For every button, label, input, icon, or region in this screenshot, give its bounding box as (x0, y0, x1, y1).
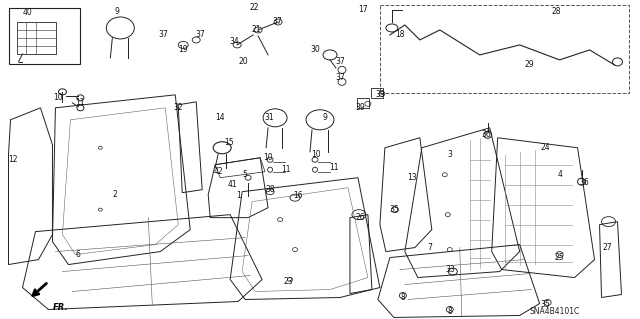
Text: 32: 32 (173, 103, 183, 112)
Text: 23: 23 (284, 277, 293, 286)
Text: 8: 8 (401, 293, 405, 302)
Text: 7: 7 (428, 243, 432, 252)
Text: 35: 35 (389, 205, 399, 214)
Text: 8: 8 (447, 307, 452, 316)
Text: 18: 18 (395, 30, 404, 40)
Text: 10: 10 (263, 153, 273, 162)
Text: 37: 37 (335, 57, 345, 66)
Text: 34: 34 (229, 37, 239, 47)
Text: 10: 10 (54, 93, 63, 102)
Text: 4: 4 (557, 170, 562, 179)
Text: 37: 37 (195, 30, 205, 40)
Text: 1: 1 (236, 191, 241, 200)
Text: 17: 17 (358, 5, 368, 14)
Text: 3: 3 (447, 150, 452, 159)
Bar (8, 8, 81, 64)
Text: 31: 31 (264, 113, 274, 122)
Text: 40: 40 (22, 9, 33, 18)
Text: 39: 39 (355, 103, 365, 112)
Text: 2: 2 (113, 190, 118, 199)
Text: 14: 14 (215, 113, 225, 122)
Text: 35: 35 (541, 300, 550, 309)
Text: 24: 24 (541, 143, 550, 152)
Text: 9: 9 (115, 7, 120, 17)
Text: 19: 19 (179, 45, 188, 55)
Text: 9: 9 (323, 113, 328, 122)
Text: 39: 39 (375, 90, 385, 99)
Text: 33: 33 (445, 265, 454, 274)
Text: 37: 37 (272, 18, 282, 26)
Text: 38: 38 (265, 185, 275, 194)
Text: SNA4B4101C: SNA4B4101C (530, 308, 580, 316)
Text: 21: 21 (252, 26, 261, 34)
Text: 26: 26 (355, 213, 365, 222)
Text: 36: 36 (482, 130, 492, 139)
Text: 30: 30 (310, 45, 320, 55)
Text: 42: 42 (213, 167, 223, 176)
Text: 28: 28 (552, 7, 561, 17)
Text: 29: 29 (525, 60, 534, 70)
Text: FR.: FR. (52, 303, 68, 312)
Text: 20: 20 (238, 57, 248, 66)
Text: 5: 5 (243, 170, 248, 179)
Text: 27: 27 (603, 243, 612, 252)
Bar (371, 88, 383, 98)
Text: 36: 36 (580, 178, 589, 187)
Text: 15: 15 (225, 138, 234, 147)
Bar (380, 5, 630, 93)
Bar (357, 98, 369, 108)
Text: 10: 10 (311, 150, 321, 159)
Text: 11: 11 (329, 163, 339, 172)
Text: 11: 11 (282, 165, 291, 174)
Text: 22: 22 (250, 4, 259, 12)
Text: 37: 37 (158, 30, 168, 40)
Text: 25: 25 (555, 253, 564, 262)
Text: 41: 41 (227, 180, 237, 189)
Text: 13: 13 (407, 173, 417, 182)
Text: 11: 11 (76, 98, 85, 107)
Text: 6: 6 (76, 250, 81, 259)
Text: 12: 12 (8, 155, 17, 164)
Text: 16: 16 (293, 191, 303, 200)
Text: 37: 37 (335, 73, 345, 82)
Bar (17, 22, 56, 54)
